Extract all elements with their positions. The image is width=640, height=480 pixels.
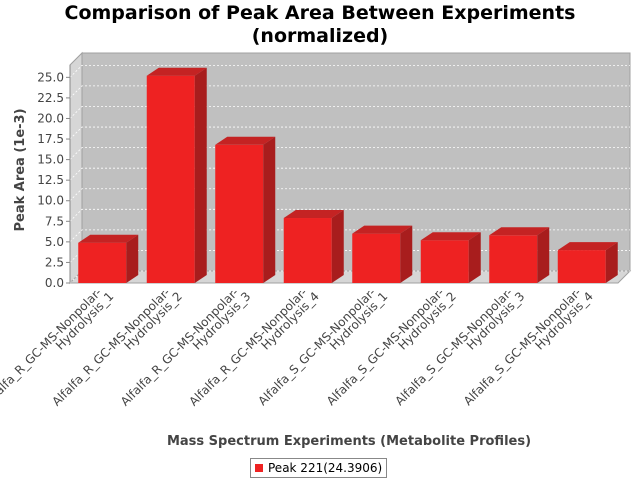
y-axis-title: Peak Area (1e-3) bbox=[13, 108, 28, 231]
gridline bbox=[69, 208, 630, 222]
bars bbox=[78, 67, 618, 283]
gridline bbox=[69, 64, 630, 78]
x-axis: Alfalfa_R_GC-MS-Nonpolar-Hydrolysis_1Alf… bbox=[0, 285, 596, 409]
bar-front bbox=[215, 144, 264, 283]
gridline bbox=[69, 167, 630, 181]
y-tick-label: 22.5 bbox=[37, 91, 64, 105]
bar bbox=[146, 67, 207, 283]
bar-top bbox=[215, 136, 276, 145]
bar-side bbox=[194, 67, 207, 283]
y-tick-label: 12.5 bbox=[37, 173, 64, 187]
bar bbox=[489, 227, 550, 283]
bar-front bbox=[420, 240, 469, 283]
gridline bbox=[69, 85, 630, 99]
y-tick-label: 15.0 bbox=[37, 153, 64, 167]
bar bbox=[352, 225, 413, 283]
y-tick-label: 25.0 bbox=[37, 70, 64, 84]
bar-top bbox=[283, 210, 344, 219]
bar-side bbox=[331, 210, 344, 283]
bar-side bbox=[537, 227, 550, 283]
bar-top bbox=[352, 225, 413, 234]
legend-swatch bbox=[255, 464, 263, 472]
bar bbox=[78, 234, 139, 283]
bar bbox=[420, 232, 481, 283]
bar-top bbox=[146, 67, 207, 76]
bar-front bbox=[78, 242, 127, 283]
x-tick-label: Alfalfa_R_GC-MS-Nonpolar- bbox=[0, 285, 104, 409]
bar-side bbox=[468, 232, 481, 283]
y-tick-label: 5.0 bbox=[45, 235, 64, 249]
bar-front bbox=[489, 235, 538, 283]
y-axis: 0.0 2.5 5.0 7.5 10.0 12.5 15.0 17.5 20.0 22.5 25.0 bbox=[37, 65, 71, 290]
y-tick-label: 7.5 bbox=[45, 214, 64, 228]
chart-title-line2: (normalized) bbox=[251, 25, 389, 47]
chart-title: Comparison of Peak Area Between Experime… bbox=[0, 2, 640, 48]
gridline bbox=[69, 188, 630, 202]
y-tick-label: 17.5 bbox=[37, 132, 64, 146]
y-tick-label: 0.0 bbox=[45, 276, 64, 290]
bar bbox=[283, 210, 344, 283]
bar-side bbox=[605, 242, 618, 283]
bar-top bbox=[557, 242, 618, 251]
bar-front bbox=[146, 75, 195, 283]
gridline bbox=[69, 126, 630, 140]
bar-side bbox=[126, 234, 139, 283]
legend-label: Peak 221(24.3906) bbox=[268, 461, 383, 475]
gridline bbox=[69, 147, 630, 160]
bar-front bbox=[352, 233, 401, 283]
y-tick-label: 2.5 bbox=[45, 255, 64, 269]
bar-top bbox=[78, 234, 139, 243]
y-tick-label: 20.0 bbox=[37, 111, 64, 125]
bar-side bbox=[263, 136, 276, 283]
bar bbox=[557, 242, 618, 283]
bar bbox=[215, 136, 276, 283]
bar-side bbox=[400, 225, 413, 283]
bar-top bbox=[420, 232, 481, 241]
bar-front bbox=[283, 218, 332, 283]
bar-front bbox=[557, 250, 606, 283]
chart-title-line1: Comparison of Peak Area Between Experime… bbox=[64, 2, 576, 24]
gridline bbox=[69, 229, 630, 243]
y-tick-label: 10.0 bbox=[37, 194, 64, 208]
bar-top bbox=[489, 227, 550, 236]
legend: Peak 221(24.3906) bbox=[250, 458, 388, 478]
x-axis-title: Mass Spectrum Experiments (Metabolite Pr… bbox=[167, 434, 531, 449]
gridline bbox=[69, 106, 630, 119]
